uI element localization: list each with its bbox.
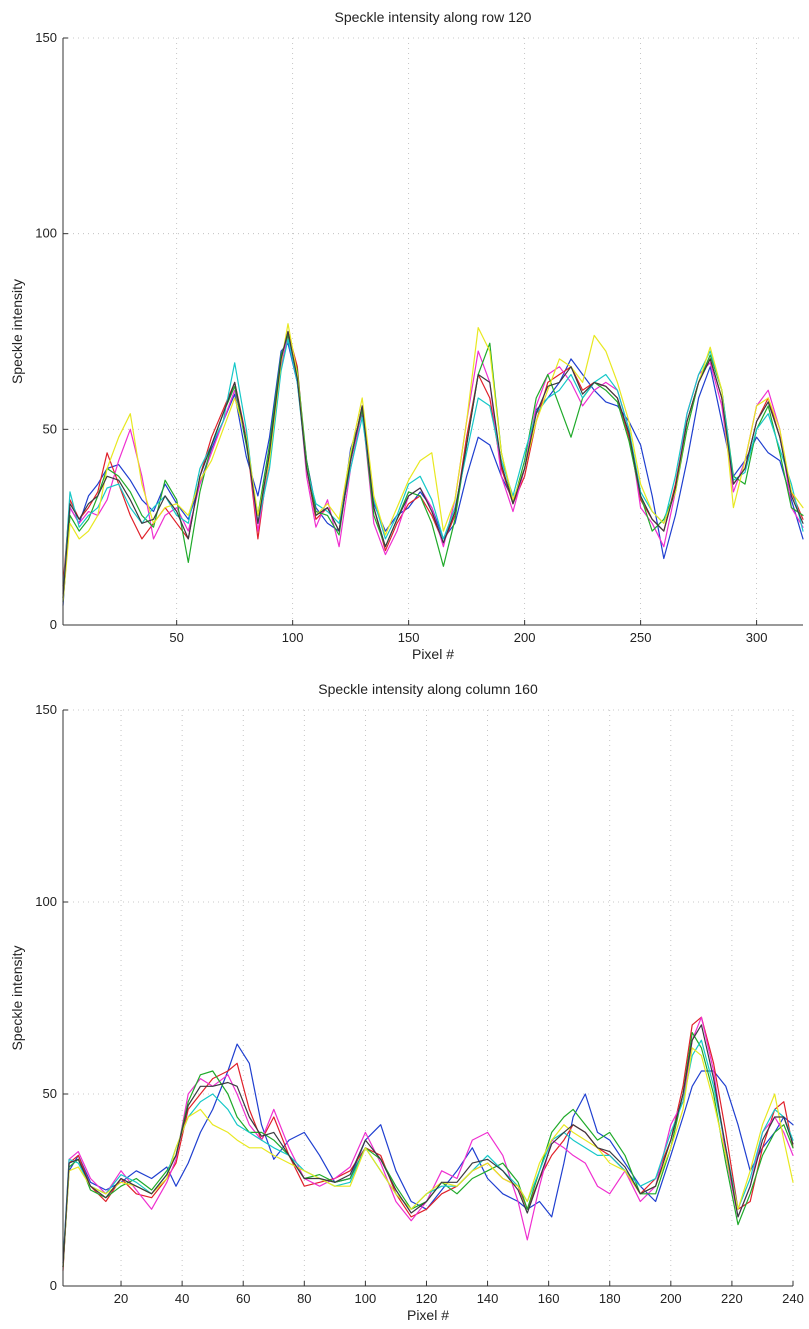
- row-120-chart-ytick-label-50: 50: [43, 421, 57, 436]
- row-120-chart-xtick-label-150: 150: [398, 630, 420, 645]
- row-120-chart-axes: [62, 38, 803, 626]
- column-160-chart-series-7: [62, 1024, 794, 1268]
- column-160-chart-xtick-label-140: 140: [477, 1291, 499, 1306]
- column-160-chart-ytick-label-150: 150: [35, 702, 57, 717]
- column-160-chart-xtick-label-240: 240: [782, 1291, 804, 1306]
- column-160-chart-xtick-label-160: 160: [538, 1291, 560, 1306]
- column-160-chart: Speckle intensity along column 160 Pixel…: [9, 681, 804, 1323]
- row-120-chart-grid: [63, 37, 803, 626]
- column-160-chart-ylabel: Speckle intensity: [9, 945, 25, 1050]
- row-120-chart-series-5: [62, 338, 804, 599]
- row-120-chart-xtick-label-250: 250: [630, 630, 652, 645]
- row-120-chart: Speckle intensity along row 120 Pixel # …: [9, 9, 804, 662]
- row-120-chart-ytick-label-150: 150: [35, 30, 57, 45]
- column-160-chart-series-4: [62, 1032, 794, 1268]
- column-160-chart-series: [62, 1016, 794, 1272]
- row-120-chart-ticks: 50 100 150 200 250 300 0 50 100 150: [35, 30, 767, 645]
- row-120-chart-title: Speckle intensity along row 120: [335, 9, 532, 25]
- row-120-chart-xtick-label-200: 200: [514, 630, 536, 645]
- column-160-chart-xtick-label-60: 60: [236, 1291, 250, 1306]
- column-160-chart-xtick-label-20: 20: [114, 1291, 128, 1306]
- row-120-chart-ylabel: Speckle intensity: [9, 279, 25, 384]
- column-160-chart-ticks: 20 40 60 80 100 120 140 160 180 200 220 240 0 50 100 15…: [35, 702, 804, 1306]
- column-160-chart-ytick-label-0: 0: [50, 1278, 57, 1293]
- column-160-chart-series-1: [62, 1043, 794, 1268]
- row-120-chart-ytick-label-100: 100: [35, 226, 57, 241]
- column-160-chart-xlabel: Pixel #: [407, 1307, 449, 1323]
- row-120-chart-series-4: [62, 334, 804, 603]
- column-160-chart-series-3: [62, 1016, 794, 1264]
- column-160-chart-series-5: [62, 1039, 794, 1264]
- row-120-chart-ytick-label-0: 0: [50, 617, 57, 632]
- column-160-chart-axes: [62, 710, 793, 1287]
- row-120-chart-xtick-label-100: 100: [282, 630, 304, 645]
- column-160-chart-title: Speckle intensity along column 160: [318, 681, 538, 697]
- row-120-chart-series: [62, 323, 804, 606]
- column-160-chart-xtick-label-100: 100: [355, 1291, 377, 1306]
- row-120-chart-xlabel: Pixel #: [412, 646, 454, 662]
- row-120-chart-xtick-label-300: 300: [746, 630, 768, 645]
- column-160-chart-series-2: [62, 1016, 794, 1272]
- column-160-chart-xtick-label-40: 40: [175, 1291, 189, 1306]
- row-120-chart-series-1: [62, 342, 804, 606]
- column-160-chart-xtick-label-120: 120: [416, 1291, 438, 1306]
- column-160-chart-ytick-label-50: 50: [43, 1086, 57, 1101]
- column-160-chart-xtick-label-200: 200: [660, 1291, 682, 1306]
- row-120-chart-xtick-label-50: 50: [169, 630, 183, 645]
- row-120-chart-series-7: [62, 330, 804, 599]
- row-120-chart-series-6: [62, 323, 804, 603]
- column-160-chart-xtick-label-220: 220: [721, 1291, 743, 1306]
- column-160-chart-xtick-label-80: 80: [297, 1291, 311, 1306]
- column-160-chart-xtick-label-180: 180: [599, 1291, 621, 1306]
- column-160-chart-ytick-label-100: 100: [35, 894, 57, 909]
